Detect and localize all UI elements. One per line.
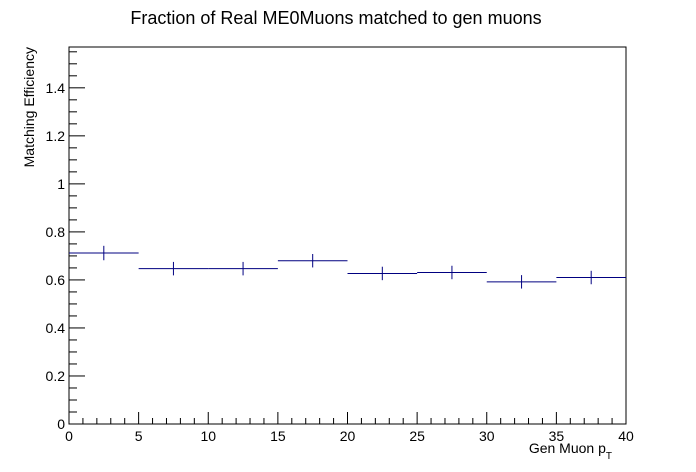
x-axis-title-subscript: T (606, 451, 612, 462)
y-tick-label: 1.2 (46, 128, 66, 144)
y-tick-label: 0.8 (46, 224, 66, 240)
plot-frame (68, 46, 627, 425)
x-tick-label: 15 (270, 428, 286, 444)
x-tick-label: 35 (549, 428, 565, 444)
y-tick-label: 0.4 (46, 320, 66, 336)
x-tick-label: 30 (479, 428, 495, 444)
y-tick-label: 0 (57, 416, 65, 432)
x-axis-title: Gen Muon pT (529, 440, 612, 462)
y-tick-label: 1.4 (46, 80, 66, 96)
x-tick-labels: 0 5 10 15 20 25 30 35 40 (65, 428, 634, 444)
data-series (69, 245, 626, 289)
x-axis-title-main: Gen Muon p (529, 440, 606, 456)
x-tick-label: 25 (409, 428, 425, 444)
x-tick-label: 20 (340, 428, 356, 444)
x-tick-label: 10 (200, 428, 216, 444)
y-tick-labels: 0 0.2 0.4 0.6 0.8 1 1.2 1.4 (46, 80, 66, 432)
x-tick-label: 5 (135, 428, 143, 444)
y-tick-label: 1 (57, 176, 65, 192)
x-tick-label: 0 (65, 428, 73, 444)
axis-ticks (68, 51, 627, 425)
chart-title: Fraction of Real ME0Muons matched to gen… (130, 8, 541, 28)
y-tick-label: 0.2 (46, 368, 66, 384)
y-axis-title: Matching Efficiency (21, 47, 37, 167)
y-tick-label: 0.6 (46, 272, 66, 288)
x-tick-label: 40 (618, 428, 634, 444)
